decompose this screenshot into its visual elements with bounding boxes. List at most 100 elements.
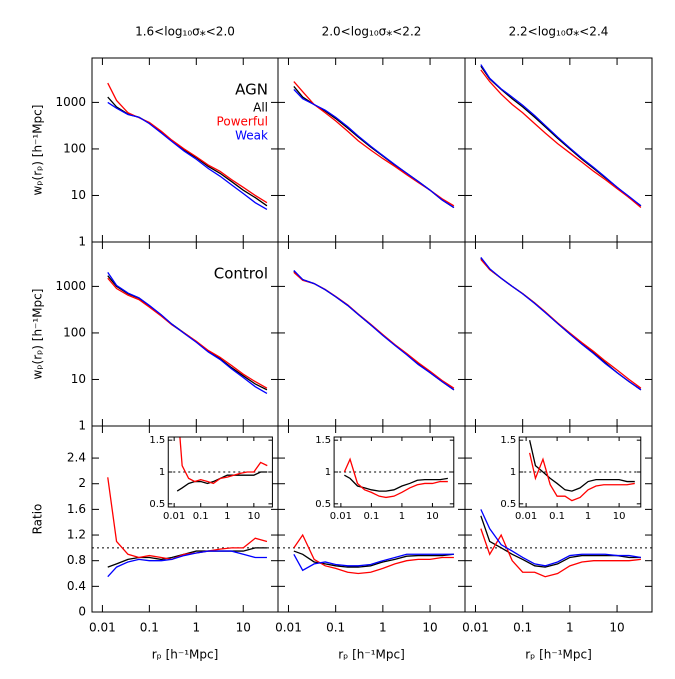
series-line [529,440,635,492]
panel: 0.01 0.1 1 10 0 0.4 0.8 1.2 1.6 2 2.4 rₚ [h⁻¹Mpc] Ra… [31,425,279,662]
y-tick-label: 1.5 [149,435,165,446]
legend-entry: All [253,101,268,115]
x-tick-label: 0.1 [363,511,379,522]
column-title: 2.2<log₁₀σ⁎<2.4 [509,25,609,39]
series-line [107,82,268,204]
panel: 2.2<log₁₀σ⁎<2.4 [464,25,653,243]
y-tick-label: 1.6 [67,502,86,516]
series-line [179,437,268,485]
y-tick-label: 1 [325,467,331,478]
series-line [480,528,641,578]
x-axis-label: rₚ [h⁻¹Mpc] [152,648,219,662]
y-tick-label: 1 [78,419,86,433]
x-tick-label: 0.01 [275,621,302,635]
series-line [480,65,642,207]
series-line [293,270,455,391]
series-line [107,547,267,568]
series-line [480,515,641,568]
x-tick-label: 0.1 [549,511,565,522]
x-axis-label: rₚ [h⁻¹Mpc] [525,648,592,662]
series-line [107,272,268,395]
panel-frame [464,241,653,427]
y-tick-label: 0.4 [67,579,86,593]
y-tick-label: 1.5 [500,435,516,446]
column-title: 1.6<log₁₀σ⁎<2.0 [135,25,235,39]
panel: 0.01 0.1 1 10 0.5 1 1.5 [500,435,642,522]
y-tick-label: 0 [78,605,86,619]
x-tick-label: 1 [379,621,387,635]
x-tick-label: 1 [192,621,200,635]
x-axis-label: rₚ [h⁻¹Mpc] [338,648,405,662]
x-tick-label: 1 [399,511,405,522]
y-tick-label: 1 [78,235,86,249]
y-tick-label: 10 [71,188,86,202]
series-line [293,533,454,575]
y-tick-label: 0.5 [149,499,165,510]
y-tick-label: 0.8 [67,553,86,567]
x-tick-label: 0.01 [462,621,489,635]
y-tick-label: 1 [510,467,516,478]
series-line [293,553,454,572]
panel: 0.01 0.1 1 10 rₚ [h⁻¹Mpc] [462,425,653,662]
panel: 1 10 100 1000 wₚ(rₚ) [h⁻¹Mpc] Control [31,241,279,433]
panel-frame [464,425,653,613]
series-line [107,275,268,391]
x-tick-label: 10 [422,621,437,635]
series-line [480,258,642,389]
x-tick-label: 0.1 [326,621,345,635]
series-line [480,509,642,567]
column-title: 2.0<log₁₀σ⁎<2.2 [322,25,422,39]
x-tick-label: 0.1 [193,511,209,522]
y-axis-label: Ratio [31,504,45,535]
y-tick-label: 1.5 [315,435,331,446]
series-line [107,477,268,561]
legend-entry: Powerful [217,115,268,129]
y-tick-label: 1000 [55,279,86,293]
x-tick-label: 0.01 [330,511,352,522]
annotation: Control [214,265,268,283]
y-tick-label: 0.5 [500,499,516,510]
x-tick-label: 0.01 [163,511,185,522]
panel: 2.0<log₁₀σ⁎<2.2 [277,25,466,243]
series-line [293,271,455,389]
y-tick-label: 10 [71,372,86,386]
panel-frame [518,436,642,508]
x-tick-label: 0.1 [513,621,532,635]
y-tick-label: 1 [159,467,165,478]
x-tick-label: 1 [585,511,591,522]
series-line [344,474,448,492]
x-tick-label: 10 [247,511,260,522]
series-line [107,101,268,211]
series-line [480,64,642,207]
x-tick-label: 10 [613,511,626,522]
series-line [293,88,455,209]
panel-frame [167,436,273,508]
series-line [529,452,635,502]
x-tick-label: 0.01 [515,511,537,522]
y-tick-label: 0.5 [315,499,331,510]
y-axis-label: wₚ(rₚ) [h⁻¹Mpc] [31,289,45,380]
panel-frame [333,436,455,508]
x-tick-label: 10 [426,511,439,522]
panel: 0.01 0.1 1 10 0.5 1 1.5 [149,435,273,522]
legend-entry: Weak [235,129,268,143]
y-tick-label: 100 [63,325,86,339]
panel-frame [277,241,466,427]
series-line [107,550,267,578]
y-tick-label: 100 [63,141,86,155]
panel: 1 10 100 1000 1.6<log₁₀σ⁎<2.0 wₚ(rₚ) [h⁻¹Mpc]… [31,25,279,249]
y-tick-label: 2 [78,476,86,490]
x-tick-label: 10 [609,621,624,635]
series-line [480,256,642,391]
series-line [293,81,455,207]
x-tick-label: 1 [224,511,230,522]
x-tick-label: 10 [236,621,251,635]
series-line [343,457,448,499]
panel: 0.01 0.1 1 10 0.5 1 1.5 [315,435,455,522]
y-tick-label: 1.2 [67,528,86,542]
series-line [480,69,642,209]
annotation: AGN [235,81,268,99]
panel [277,241,466,427]
panel [464,241,653,427]
